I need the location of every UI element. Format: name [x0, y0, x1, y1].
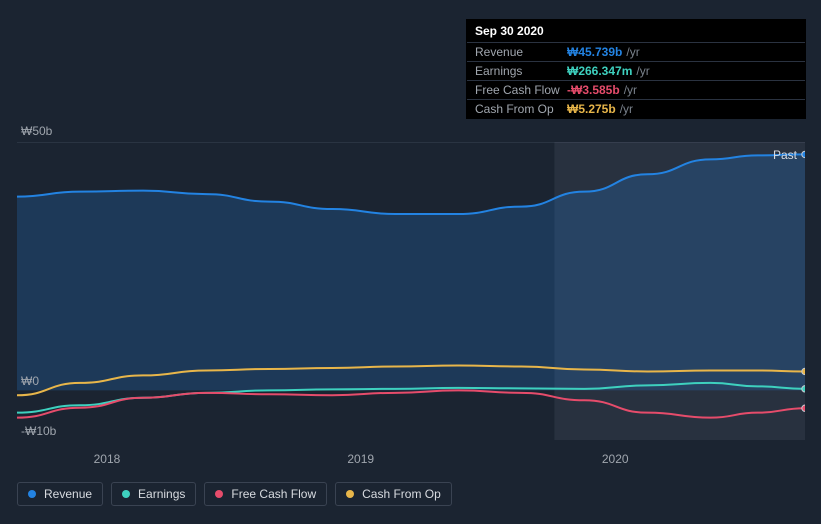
legend-item[interactable]: Revenue — [17, 482, 103, 506]
legend-item[interactable]: Cash From Op — [335, 482, 452, 506]
past-label: Past — [773, 148, 797, 162]
tooltip-row-value: ₩5.275b — [567, 102, 616, 116]
tooltip-row-value: ₩45.739b — [567, 45, 622, 59]
legend: Revenue Earnings Free Cash Flow Cash From O… — [17, 482, 452, 506]
tooltip-date: Sep 30 2020 — [467, 20, 805, 42]
tooltip-row-label: Cash From Op — [475, 102, 567, 116]
x-axis-label: 2020 — [602, 452, 629, 466]
chart-plot — [17, 142, 805, 440]
tooltip-row-label: Earnings — [475, 64, 567, 78]
y-axis-label: ₩0 — [21, 374, 39, 388]
tooltip-row-unit: /yr — [624, 83, 637, 97]
tooltip-row-label: Free Cash Flow — [475, 83, 567, 97]
y-axis-label: -₩10b — [21, 424, 56, 438]
tooltip-row-value: ₩266.347m — [567, 64, 632, 78]
legend-label: Earnings — [138, 487, 185, 501]
x-axis-label: 2018 — [94, 452, 121, 466]
tooltip-row-value: -₩3.585b — [567, 83, 620, 97]
legend-dot-icon — [122, 490, 130, 498]
tooltip-row: Free Cash Flow-₩3.585b/yr — [467, 80, 805, 99]
tooltip-row: Revenue₩45.739b/yr — [467, 42, 805, 61]
legend-label: Cash From Op — [362, 487, 441, 501]
tooltip-row-unit: /yr — [626, 45, 639, 59]
legend-dot-icon — [346, 490, 354, 498]
y-axis-label: ₩50b — [21, 124, 52, 138]
legend-item[interactable]: Free Cash Flow — [204, 482, 327, 506]
chart-tooltip: Sep 30 2020 Revenue₩45.739b/yrEarnings₩2… — [466, 19, 806, 119]
legend-dot-icon — [28, 490, 36, 498]
legend-label: Revenue — [44, 487, 92, 501]
legend-label: Free Cash Flow — [231, 487, 316, 501]
tooltip-row-unit: /yr — [636, 64, 649, 78]
x-axis-label: 2019 — [347, 452, 374, 466]
legend-item[interactable]: Earnings — [111, 482, 196, 506]
tooltip-row-unit: /yr — [620, 102, 633, 116]
tooltip-row: Cash From Op₩5.275b/yr — [467, 99, 805, 118]
tooltip-row: Earnings₩266.347m/yr — [467, 61, 805, 80]
legend-dot-icon — [215, 490, 223, 498]
tooltip-row-label: Revenue — [475, 45, 567, 59]
